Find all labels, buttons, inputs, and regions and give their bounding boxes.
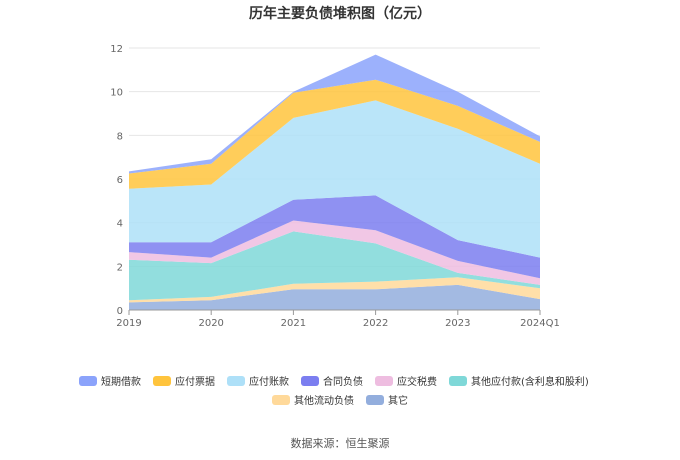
x-tick-label: 2019 [116,318,141,329]
legend-swatch [301,376,319,386]
area-series-6 [129,79,540,189]
legend-label: 合同负债 [323,375,363,388]
y-tick-label: 0 [117,306,123,317]
y-tick-label: 6 [117,175,123,186]
legend-item[interactable]: 应交税费 [375,375,437,388]
area-series-7 [129,54,540,174]
y-tick-label: 2 [117,262,123,273]
area-series-5 [129,100,540,258]
y-tick-label: 12 [110,44,123,55]
legend-label: 应交税费 [397,375,437,388]
source-note: 数据来源：恒生聚源 [291,436,390,450]
area-series-4 [129,195,540,279]
legend-swatch [449,376,467,386]
legend-swatch [79,376,97,386]
legend-label: 其它 [388,394,408,407]
legend-swatch [366,395,384,405]
x-tick-label: 2023 [445,318,470,329]
legend-item[interactable]: 其它 [366,394,408,407]
legend-label: 应付账款 [249,375,289,388]
legend-item[interactable]: 短期借款 [79,375,141,388]
area-series-1 [129,277,540,303]
x-axis: 2019 2020 2021 2022 2023 2024Q1 [116,309,560,329]
legend-swatch [153,376,171,386]
x-tick-label: 2020 [198,318,223,329]
area-series-2 [129,231,540,301]
legend-item[interactable]: 其他流动负债 [272,394,354,407]
legend-item[interactable]: 应付票据 [153,375,215,388]
y-tick-label: 8 [117,131,123,142]
legend-swatch [375,376,393,386]
area-series-0 [129,284,540,310]
legend-item[interactable]: 应付账款 [227,375,289,388]
legend-item[interactable]: 合同负债 [301,375,363,388]
y-tick-label: 4 [117,219,123,230]
legend: 短期借款 应付票据 应付账款 合同负债 应交税费 其他应付款(含利息和股利) 其他流动负债 其… [79,375,589,407]
y-axis: 0 2 4 6 8 10 12 [110,44,123,317]
x-tick-label: 2022 [363,318,388,329]
x-tick-label: 2024Q1 [520,318,560,329]
area-series-3 [129,220,540,285]
legend-label: 应付票据 [175,375,215,388]
legend-item[interactable]: 其他应付款(含利息和股利) [449,375,589,388]
area-series-group [129,54,540,310]
y-tick-label: 10 [110,88,123,99]
legend-label: 其他流动负债 [294,394,354,407]
legend-label: 短期借款 [101,375,141,388]
legend-swatch [272,395,290,405]
legend-label: 其他应付款(含利息和股利) [471,375,589,388]
chart-title: 历年主要负债堆积图（亿元） [249,5,431,22]
x-tick-label: 2021 [281,318,306,329]
legend-swatch [227,376,245,386]
